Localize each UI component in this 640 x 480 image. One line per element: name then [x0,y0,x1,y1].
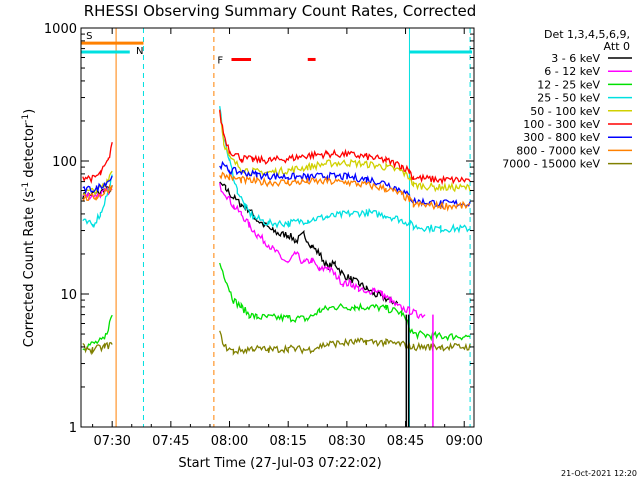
y-tick-label-3: 1000 [44,22,77,37]
series-50-100-kev [82,110,471,196]
series-12-25-kev [82,262,471,351]
generation-timestamp: 21-Oct-2021 12:20 [561,469,637,478]
x-tick-label-4: 08:30 [328,434,365,449]
series-trace-3-1 [219,106,471,234]
legend-label-4: 50 - 100 keV [530,105,600,118]
series-100-300-kev [82,109,471,186]
y-tick-label-0: 1 [69,421,77,436]
legend-label-3: 25 - 50 keV [537,92,600,105]
plot-area: S N F [81,28,473,427]
plot-frame [80,27,475,428]
x-tick-label-0: 07:30 [93,434,130,449]
y-tick-label-1: 10 [60,288,77,303]
x-tick-label-6: 09:00 [445,434,482,449]
x-tick-label-1: 07:45 [152,434,189,449]
y-label-sup1: -1 [21,182,31,191]
legend-label-5: 100 - 300 keV [523,118,600,131]
series-trace-5-0 [82,142,113,185]
series-trace-8-0 [82,341,113,356]
series-trace-8-1 [219,330,471,356]
series-7000-15000-kev [82,330,471,356]
y-label-main: Corrected Count Rate (s [22,191,37,348]
series-trace-2-1 [219,262,471,342]
y-axis: 1 10 100 1000 [44,22,474,436]
series-25-50-kev [82,106,471,234]
legend-label-1: 6 - 12 keV [544,65,600,78]
x-tick-label-5: 08:45 [387,434,424,449]
flare-flag-label: F [217,55,223,66]
series-800-7000-kev [82,171,471,212]
x-axis: 07:30 07:45 08:00 08:15 08:30 08:45 09:00 [92,28,483,449]
series-trace-7-0 [82,183,113,202]
y-label-end: ) [22,109,37,114]
series-trace-6-0 [82,175,113,195]
legend-label-6: 300 - 800 keV [523,131,600,144]
series-trace-0-1 [219,181,399,307]
night-flag-label: N [136,46,143,57]
legend-header-attenuator: Att 0 [604,40,630,53]
y-axis-label: Corrected Count Rate (s-1 detector-1) [21,109,37,347]
y-label-mid: detector [22,122,37,182]
series-trace-2-0 [82,314,113,351]
series-trace-7-1 [219,171,471,212]
y-label-sup2: -1 [21,114,31,123]
legend-label-0: 3 - 6 keV [551,52,600,65]
series-trace-5-1 [219,109,471,186]
saa-flag-label: S [86,31,92,42]
x-tick-label-2: 08:00 [211,434,248,449]
x-axis-label: Start Time (27-Jul-03 07:22:02) [178,456,381,471]
x-tick-label-3: 08:15 [269,434,306,449]
legend-header-detectors: Det 1,3,4,5,6,9, [544,28,630,41]
series-6-12-kev [82,182,426,320]
series-trace-1-0 [82,186,113,201]
legend-label-7: 800 - 7000 keV [516,144,600,157]
chart-title: RHESSI Observing Summary Count Rates, Co… [84,2,477,20]
legend-label-2: 12 - 25 keV [537,78,600,91]
y-tick-label-2: 100 [52,155,77,170]
legend-label-8: 7000 - 15000 keV [502,158,600,171]
series-trace-1-1 [219,182,426,320]
series-trace-4-1 [219,110,471,193]
